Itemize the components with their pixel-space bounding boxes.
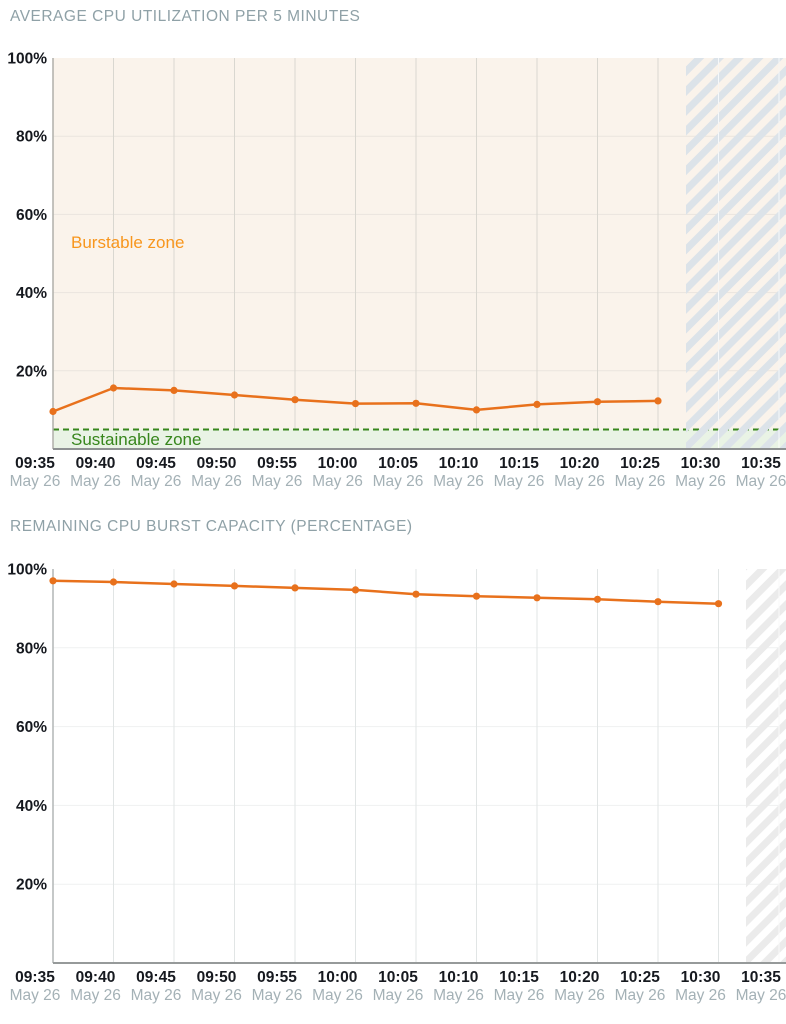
chart-title-avg-cpu-utilization: AVERAGE CPU UTILIZATION PER 5 MINUTES [10,8,361,25]
sustainable-zone-label: Sustainable zone [71,430,202,449]
y-tick-label: 60% [16,207,47,224]
y-tick-label: 40% [16,798,47,815]
chart-title-remaining-burst-capacity: REMAINING CPU BURST CAPACITY (PERCENTAGE… [10,518,413,535]
x-tick-time: 10:30 [681,969,721,986]
x-tick-time: 09:50 [197,455,237,472]
x-tick-date: May 26 [736,987,786,1004]
x-tick-time: 10:20 [560,969,600,986]
y-tick-label: 60% [16,719,47,736]
x-tick-time: 09:55 [257,455,297,472]
y-tick-label: 80% [16,129,47,146]
x-tick-time: 10:00 [318,455,358,472]
x-tick-date: May 26 [131,473,182,490]
x-tick-time: 10:25 [620,455,660,472]
x-tick-time: 10:30 [681,455,721,472]
x-tick-date: May 26 [131,987,182,1004]
x-tick-date: May 26 [675,473,726,490]
x-tick-date: May 26 [554,473,605,490]
burstable-zone-label: Burstable zone [71,233,185,252]
plot-background [53,58,786,449]
x-tick-date: May 26 [675,987,726,1004]
x-tick-time: 10:05 [378,455,418,472]
x-tick-time: 09:45 [136,969,176,986]
x-tick-date: May 26 [373,987,424,1004]
data-point [109,578,118,586]
x-tick-date: May 26 [433,987,484,1004]
data-point [351,586,360,594]
y-tick-label: 80% [16,640,47,657]
data-point [533,594,541,602]
x-tick-time: 10:15 [499,969,539,986]
x-tick-date: May 26 [494,473,545,490]
data-point [170,386,178,394]
x-tick-date: May 26 [10,987,61,1004]
data-line [52,579,719,605]
x-tick-date: May 26 [191,473,242,490]
x-tick-date: May 26 [736,473,786,490]
data-point [412,590,420,598]
data-point [291,584,299,592]
x-tick-time: 10:20 [560,455,600,472]
x-tick-time: 10:25 [620,969,660,986]
x-tick-time: 10:00 [318,969,358,986]
y-tick-label: 20% [16,877,47,894]
x-tick-time: 09:45 [136,455,176,472]
data-point [291,396,299,404]
y-tick-label: 40% [16,285,47,302]
x-tick-date: May 26 [191,987,242,1004]
x-tick-date: May 26 [615,473,666,490]
x-tick-time: 09:50 [197,969,237,986]
data-point [49,577,57,585]
data-point [714,600,723,608]
y-tick-label: 100% [7,562,47,579]
x-tick-date: May 26 [312,473,363,490]
sustainable-zone-band [53,429,786,449]
x-tick-date: May 26 [494,987,545,1004]
x-tick-time: 10:05 [378,969,418,986]
data-point [230,582,239,590]
data-point [593,595,602,603]
x-tick-time: 09:35 [15,969,55,986]
data-point [170,580,178,588]
x-tick-time: 09:55 [257,969,297,986]
x-tick-time: 09:40 [76,455,116,472]
x-tick-date: May 26 [433,473,484,490]
data-point [230,391,239,399]
data-point [472,592,481,600]
data-point [49,407,57,416]
x-tick-date: May 26 [10,473,61,490]
x-tick-date: May 26 [373,473,424,490]
plot-background [53,569,786,963]
x-tick-time: 09:40 [76,969,116,986]
data-point [533,400,541,408]
x-tick-date: May 26 [252,473,303,490]
x-tick-time: 09:35 [15,455,55,472]
data-point [472,406,481,414]
future-no-data-hatch [686,58,786,449]
x-tick-date: May 26 [70,987,121,1004]
x-tick-time: 10:15 [499,455,539,472]
data-point [412,399,420,407]
x-tick-date: May 26 [312,987,363,1004]
data-point [351,400,360,408]
future-no-data-hatch [746,569,786,963]
data-point [109,384,118,392]
x-tick-time: 10:10 [439,455,479,472]
x-tick-date: May 26 [252,987,303,1004]
data-point [654,598,662,606]
data-point [654,397,662,405]
x-tick-time: 10:35 [741,455,781,472]
y-tick-label: 100% [7,51,47,68]
x-tick-date: May 26 [554,987,605,1004]
data-point [593,398,602,406]
x-tick-time: 10:10 [439,969,479,986]
x-tick-date: May 26 [615,987,666,1004]
x-tick-date: May 26 [70,473,121,490]
y-tick-label: 20% [16,363,47,380]
x-tick-time: 10:35 [741,969,781,986]
